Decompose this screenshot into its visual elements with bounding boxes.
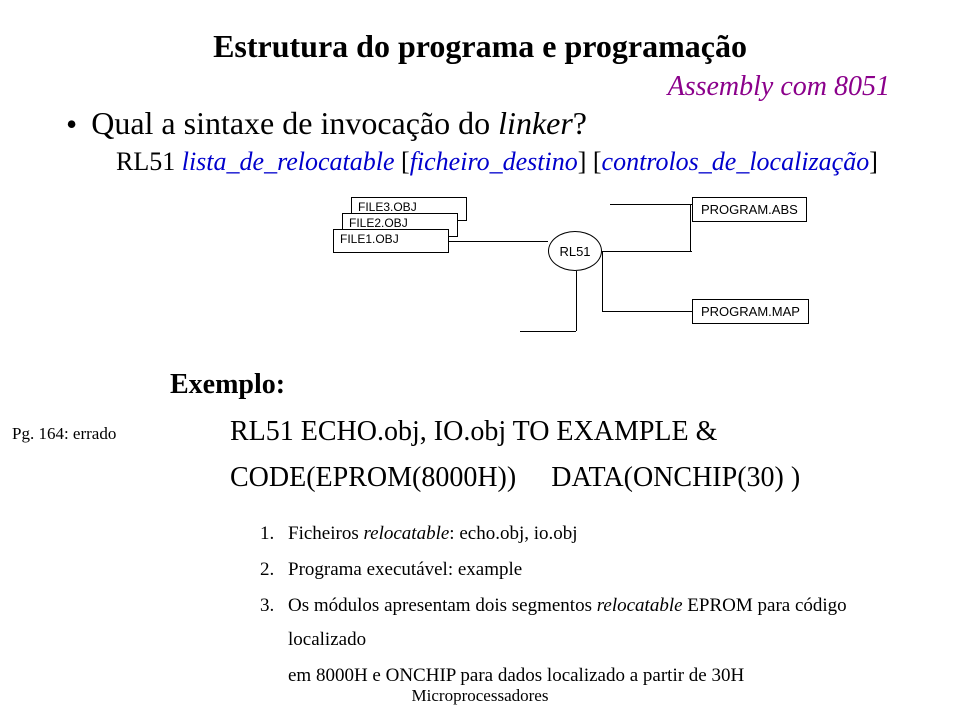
bullet-italic: linker <box>498 105 573 141</box>
example-code-line1: RL51 ECHO.obj, IO.obj TO EXAMPLE & <box>230 409 900 455</box>
example-label-row: Exemplo: <box>60 369 900 401</box>
diagram-connector <box>449 241 548 242</box>
diagram-file-box: FILE1.OBJ <box>333 229 449 253</box>
syntax-cmd: RL51 <box>116 147 182 176</box>
syntax-arg2: ficheiro_destino <box>410 147 578 176</box>
list-item: 1.Ficheiros relocatable: echo.obj, io.ob… <box>260 517 900 551</box>
footer: Microprocessadores <box>0 686 960 706</box>
example-label: Exemplo: <box>60 369 285 401</box>
diagram-connector <box>690 204 691 251</box>
list-item-number: 2. <box>260 553 288 587</box>
bullet-marker: • <box>66 105 77 143</box>
diagram-connector <box>602 251 692 252</box>
diagram-rl51-node: RL51 <box>548 231 602 271</box>
list-item-number: 3. <box>260 589 288 657</box>
example-code-line2a: CODE(EPROM(8000H)) <box>230 462 516 493</box>
diagram-output-abs: PROGRAM.ABS <box>692 197 807 222</box>
diagram-connector <box>520 331 576 332</box>
page-title: Estrutura do programa e programação <box>60 28 900 65</box>
bullet-suffix: ? <box>573 105 587 141</box>
syntax-sep2: ] [ <box>578 147 602 176</box>
page-subtitle: Assembly com 8051 <box>60 71 890 103</box>
diagram-connector <box>602 251 603 311</box>
list-item-text: Ficheiros relocatable: echo.obj, io.obj <box>288 517 578 551</box>
syntax-line: RL51 lista_de_relocatable [ficheiro_dest… <box>60 147 900 177</box>
list-item-text: Os módulos apresentam dois segmentos rel… <box>288 589 900 657</box>
syntax-sep1: [ <box>395 147 410 176</box>
bullet-text: Qual a sintaxe de invocação do linker? <box>91 105 587 142</box>
list-item: 2.Programa executável: example <box>260 553 900 587</box>
bullet-prefix: Qual a sintaxe de invocação do <box>91 105 498 141</box>
diagram-output-map: PROGRAM.MAP <box>692 299 809 324</box>
bullet-question: • Qual a sintaxe de invocação do linker? <box>60 105 900 143</box>
list-item-text: Programa executável: example <box>288 553 522 587</box>
example-code: RL51 ECHO.obj, IO.obj TO EXAMPLE & CODE(… <box>60 409 900 501</box>
list-item-number: 1. <box>260 517 288 551</box>
example-code-line2: CODE(EPROM(8000H)) DATA(ONCHIP(30) ) <box>230 455 900 501</box>
diagram-connector <box>610 204 692 205</box>
syntax-sep3: ] <box>869 147 878 176</box>
page-note: Pg. 164: errado <box>12 424 116 444</box>
ordered-list: 1.Ficheiros relocatable: echo.obj, io.ob… <box>60 517 900 693</box>
syntax-arg3: controlos_de_localização <box>602 147 870 176</box>
syntax-arg1: lista_de_relocatable <box>182 147 395 176</box>
list-item: 3.Os módulos apresentam dois segmentos r… <box>260 589 900 657</box>
example-code-line2b: DATA(ONCHIP(30) ) <box>551 462 800 493</box>
diagram-connector <box>602 311 692 312</box>
linker-diagram: FILE3.OBJFILE2.OBJFILE1.OBJRL51PROGRAM.A… <box>330 191 830 361</box>
diagram-connector <box>576 271 577 331</box>
